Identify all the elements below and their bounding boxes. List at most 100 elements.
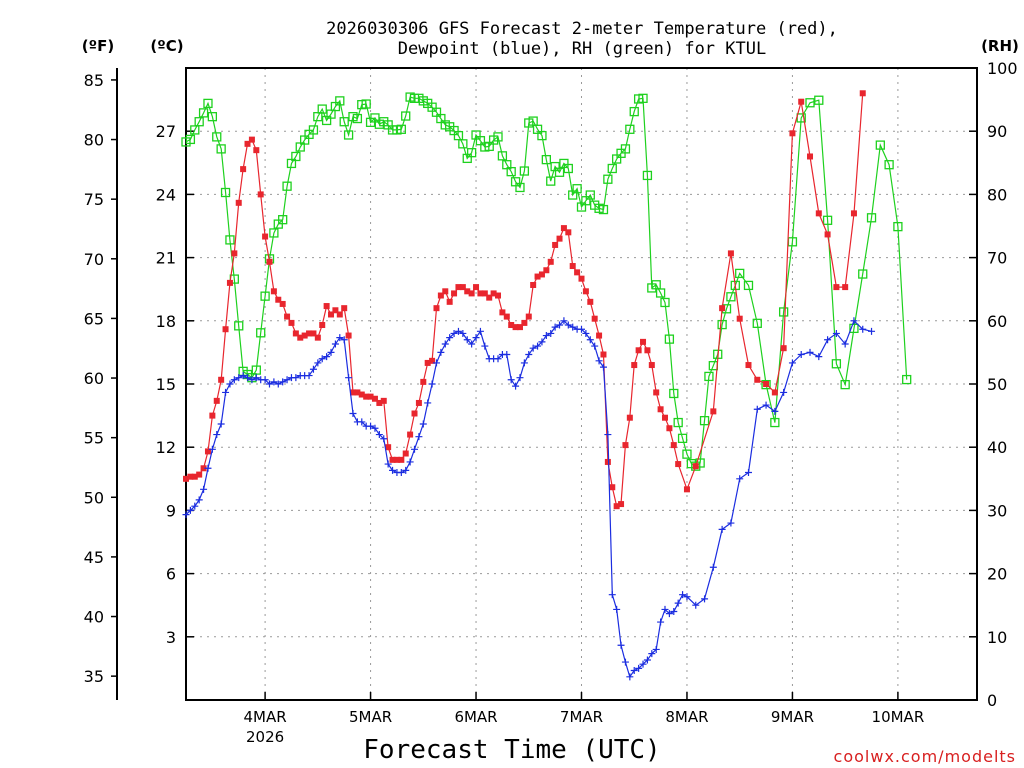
- dewpoint-point: [309, 365, 317, 373]
- rh-point: [682, 449, 692, 459]
- temperature-point: [727, 250, 734, 257]
- dewpoint-point: [507, 376, 515, 384]
- rh-point: [655, 288, 666, 298]
- dewpoint-point: [753, 405, 761, 413]
- credit-link[interactable]: coolwx.com/modelts: [834, 747, 1016, 766]
- temperature-point: [560, 225, 567, 232]
- temperature-point: [424, 359, 431, 366]
- rh-point: [194, 117, 204, 127]
- temperature-point: [683, 486, 690, 493]
- rh-point: [269, 228, 279, 238]
- temperature-point: [618, 501, 625, 508]
- temperature-point: [332, 307, 339, 314]
- rh-point: [493, 132, 503, 142]
- temperature-point: [380, 397, 387, 404]
- temperature-point: [288, 319, 295, 326]
- temperature-point: [468, 290, 475, 297]
- rh-point: [598, 204, 609, 215]
- rh-point: [225, 235, 235, 245]
- rh-tick-label: 80: [987, 185, 1007, 204]
- dewpoint-point: [595, 357, 603, 365]
- dewpoint-point: [472, 334, 480, 342]
- temperature-point: [521, 319, 528, 326]
- temperature-point: [807, 153, 814, 160]
- temperature-point: [323, 303, 330, 310]
- dewpoint-point: [551, 323, 559, 331]
- rh-point: [458, 139, 468, 149]
- temperature-point: [736, 315, 743, 322]
- temperature-point: [587, 298, 594, 305]
- dewpoint-point: [204, 464, 212, 472]
- temperature-point: [319, 322, 326, 329]
- dewpoint-point: [279, 378, 287, 386]
- rh-point: [893, 221, 903, 232]
- temperature-point: [596, 332, 603, 339]
- temperature-point: [222, 326, 229, 333]
- dewpoint-point: [701, 595, 709, 603]
- dewpoint-point: [450, 329, 458, 337]
- temperature-point: [578, 275, 585, 282]
- rh-series: [181, 92, 912, 471]
- temperature-point: [600, 351, 607, 358]
- dewpoint-series: [182, 317, 876, 681]
- temperature-point: [464, 288, 471, 295]
- temperature-point: [354, 389, 361, 396]
- rh-tick-label: 90: [987, 122, 1007, 141]
- f-tick-label: 55: [84, 429, 104, 448]
- dewpoint-point: [797, 351, 805, 359]
- rh-unit-label: (RH): [981, 37, 1019, 55]
- temperature-point: [433, 305, 440, 312]
- f-tick-label: 35: [84, 667, 104, 686]
- rh-point: [198, 108, 209, 118]
- celsius-axis: 3 6 9 12 15 18 21 24 27: [156, 122, 194, 647]
- temperature-point: [481, 290, 488, 297]
- temperature-point: [341, 305, 348, 312]
- dewpoint-point: [604, 431, 612, 439]
- rh-axis: 0 10 20 30 40 50 60 70 80 90 100: [969, 59, 1018, 710]
- dewpoint-point: [635, 664, 643, 672]
- temperature-point: [850, 210, 857, 217]
- rh-point: [537, 130, 547, 141]
- dewpoint-point: [283, 376, 291, 384]
- temperature-point: [459, 284, 466, 291]
- temperature-point: [407, 431, 414, 438]
- temperature-point: [231, 250, 238, 257]
- temperature-point: [200, 465, 207, 472]
- rh-point: [234, 321, 244, 331]
- dewpoint-point: [630, 667, 638, 675]
- temperature-point: [301, 332, 308, 339]
- temperature-point: [297, 334, 304, 341]
- rh-point: [752, 318, 762, 328]
- temperature-point: [389, 456, 396, 463]
- temperature-point: [613, 503, 620, 510]
- dewpoint-point: [525, 351, 533, 359]
- rh-point: [497, 151, 508, 161]
- dewpoint-point: [244, 374, 252, 382]
- temperature-point: [754, 376, 761, 383]
- rh-point: [735, 268, 745, 279]
- rh-point: [260, 291, 270, 301]
- x-tick-label: 5MAR: [349, 708, 392, 726]
- rh-point: [673, 417, 683, 428]
- rh-point: [572, 184, 582, 194]
- dewpoint-point: [261, 376, 269, 384]
- temperature-point: [363, 393, 370, 400]
- rh-point: [660, 297, 670, 308]
- dewpoint-point: [292, 374, 300, 382]
- dewpoint-point: [415, 433, 423, 441]
- f-tick-label: 75: [84, 190, 104, 209]
- temperature-point: [385, 444, 392, 451]
- dewpoint-point: [512, 382, 520, 390]
- temperature-point: [516, 324, 523, 331]
- rh-tick-label: 100: [987, 59, 1018, 78]
- temperature-point: [310, 330, 317, 337]
- rh-point: [216, 144, 226, 154]
- dewpoint-point: [516, 374, 524, 382]
- dewpoint-point: [582, 329, 590, 337]
- temperature-point: [306, 330, 313, 337]
- grid-lines: [186, 68, 977, 700]
- temperature-point: [635, 347, 642, 354]
- dewpoint-point: [380, 435, 388, 443]
- temperature-point: [547, 258, 554, 265]
- dewpoint-point: [358, 418, 366, 426]
